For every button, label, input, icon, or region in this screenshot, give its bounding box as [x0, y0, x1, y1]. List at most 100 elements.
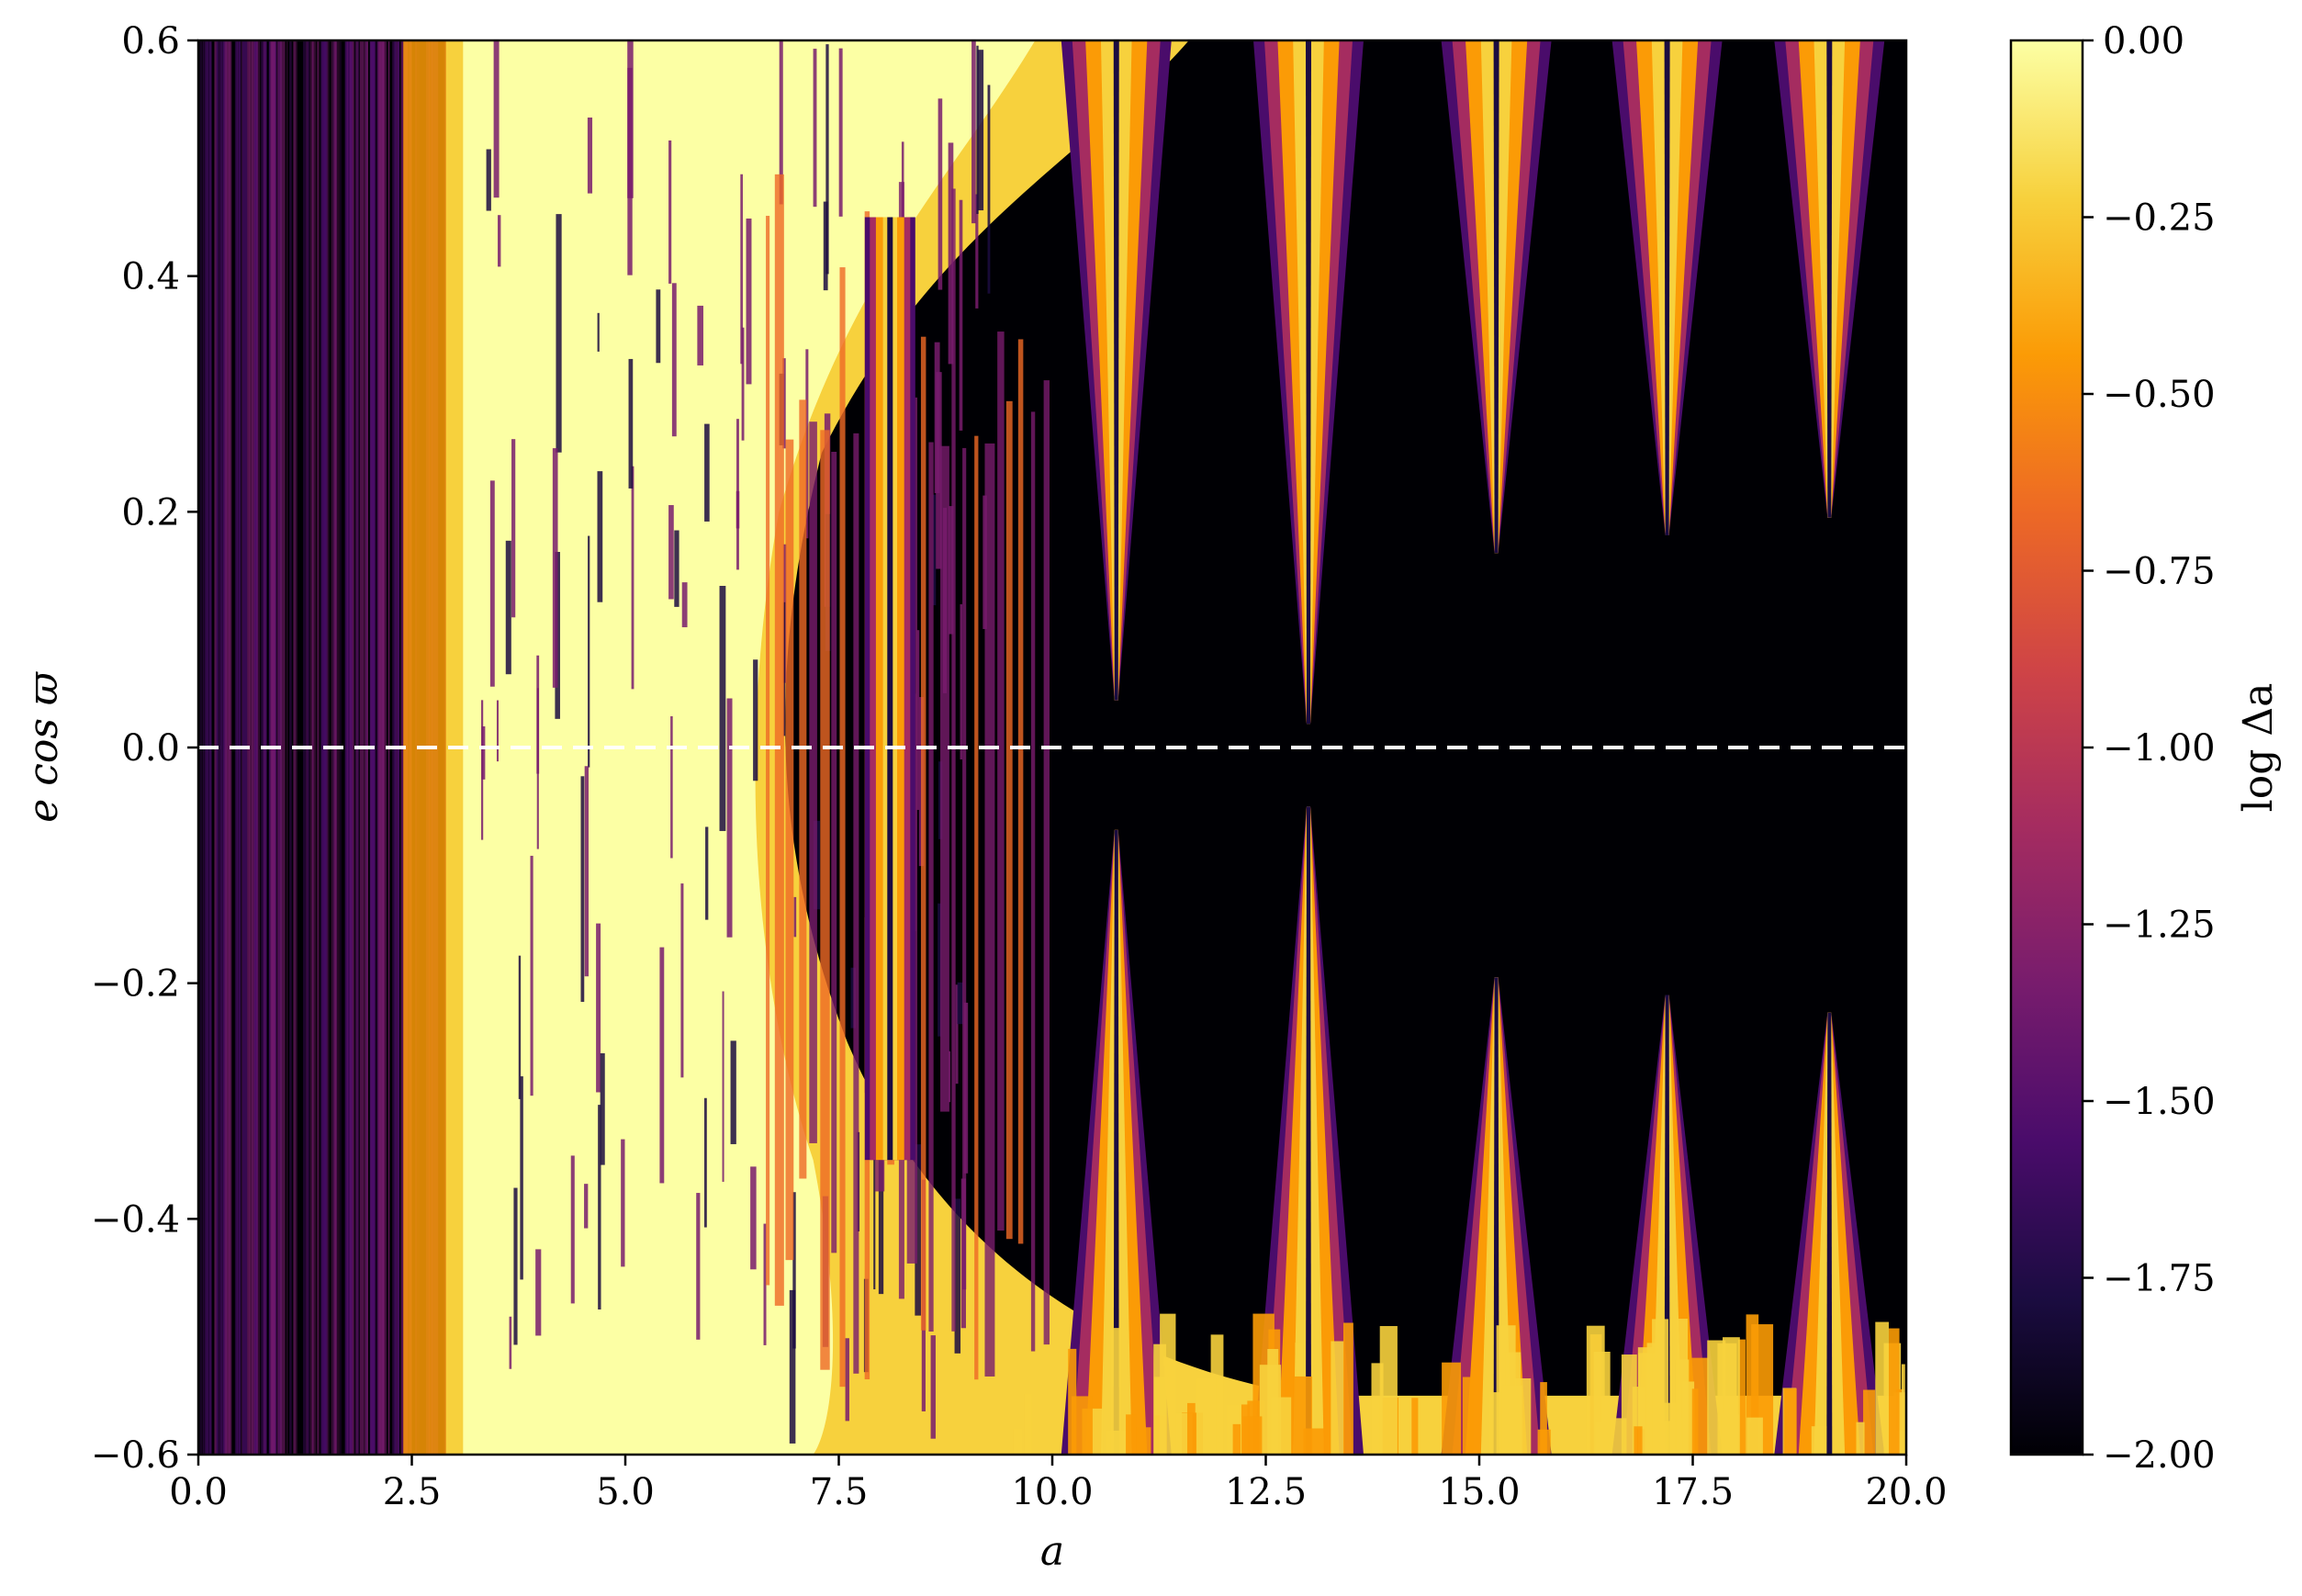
- narrow-tongue: [940, 445, 949, 1112]
- chaotic-streak: [873, 1111, 876, 1290]
- bottom-fringe: [1110, 1328, 1122, 1455]
- resonance-tongue: [1611, 40, 1723, 1455]
- chaotic-streak: [659, 947, 665, 1184]
- chaotic-streak: [976, 45, 979, 214]
- heatmap-stripe: [351, 40, 355, 1455]
- bottom-fringe: [1442, 1362, 1462, 1455]
- bottom-fringe: [1501, 1385, 1522, 1455]
- chaotic-streak: [552, 448, 558, 688]
- chaotic-streak: [825, 44, 829, 275]
- bottom-fringe: [1126, 1414, 1137, 1455]
- heatmap-stripe: [347, 40, 349, 1455]
- chaotic-streak: [736, 419, 739, 570]
- heatmap-stripe: [382, 40, 386, 1455]
- chaotic-streak: [704, 1097, 707, 1228]
- bottom-fringe: [1621, 1354, 1637, 1455]
- y-tick-label: 0.0: [121, 727, 180, 770]
- chaotic-streak: [793, 896, 797, 938]
- heatmap-stripe: [376, 40, 380, 1455]
- narrow-tongue: [766, 216, 770, 1286]
- chaotic-streak: [680, 883, 684, 1078]
- chaotic-streak: [493, 40, 500, 198]
- heatmap-plot-area: [198, 40, 1906, 1455]
- chaotic-streak: [726, 698, 733, 938]
- chaotic-streak: [628, 358, 634, 489]
- chaotic-streak: [949, 1051, 951, 1103]
- narrow-tongue: [774, 174, 784, 1306]
- bottom-fringe: [1132, 1427, 1151, 1455]
- chaotic-streak: [596, 923, 601, 1093]
- narrow-tongue: [785, 439, 794, 1261]
- x-axis-label: a: [1040, 1528, 1064, 1575]
- bottom-fringe: [1783, 1388, 1797, 1455]
- colorbar-tick-label: 0.00: [2103, 20, 2184, 62]
- bottom-fringe: [1232, 1423, 1241, 1455]
- chaotic-streak: [496, 700, 500, 762]
- chaotic-streak: [915, 1144, 922, 1316]
- chaotic-streak: [878, 1097, 884, 1295]
- chaotic-streak: [730, 1040, 736, 1144]
- chaotic-streak: [631, 466, 634, 690]
- chaotic-streak: [674, 530, 679, 607]
- heatmap-stripe: [224, 40, 230, 1455]
- bottom-fringe: [1863, 1389, 1876, 1455]
- chaotic-streak: [850, 967, 856, 1028]
- heatmap-stripe: [320, 40, 324, 1455]
- bottom-fringe: [1746, 1417, 1763, 1455]
- heatmap-stripe: [347, 40, 353, 1455]
- chaotic-streak: [598, 1105, 601, 1309]
- bottom-fringe: [1242, 1416, 1263, 1455]
- chaotic-streak: [670, 715, 673, 859]
- heatmap-stripe: [344, 40, 349, 1455]
- x-tick-label: 20.0: [1865, 1471, 1947, 1513]
- chaotic-streak: [536, 688, 539, 849]
- narrow-tongue: [951, 188, 956, 1332]
- y-tick-label: −0.6: [91, 1434, 180, 1477]
- chaotic-streak: [668, 505, 674, 600]
- bottom-fringe: [1875, 1321, 1890, 1455]
- bottom-fringe: [1285, 1319, 1294, 1455]
- chaotic-streak: [845, 1338, 849, 1422]
- bottom-fringe: [1691, 1388, 1699, 1455]
- heatmap-stripe: [220, 40, 223, 1455]
- chaotic-streak: [779, 40, 783, 205]
- chaotic-streak: [949, 506, 954, 635]
- chaotic-streak: [486, 149, 491, 211]
- bottom-fringe: [1379, 1326, 1398, 1455]
- heatmap-stripe: [313, 40, 317, 1455]
- resonance-tongue: [1253, 40, 1364, 1455]
- chaotic-streak: [520, 1076, 523, 1280]
- chaotic-streak: [838, 48, 843, 217]
- chaotic-streak: [584, 766, 590, 977]
- heatmap-stripe: [255, 40, 258, 1455]
- heatmap-stripe: [289, 40, 292, 1455]
- chaotic-streak: [938, 98, 943, 290]
- chaotic-streak: [597, 471, 603, 602]
- chaotic-streak: [600, 1052, 605, 1165]
- bottom-fringe: [1856, 1422, 1865, 1455]
- chaotic-streak: [621, 1139, 625, 1267]
- bottom-fringe: [1803, 1386, 1813, 1455]
- colorbar-tick-label: −0.25: [2103, 197, 2216, 240]
- chaotic-streak: [746, 218, 752, 385]
- chaotic-streak: [955, 984, 959, 1085]
- heatmap-stripe: [286, 40, 288, 1455]
- chaotic-streak: [959, 199, 963, 431]
- resonance-tongue: [864, 217, 915, 1161]
- bottom-fringe: [1537, 1429, 1551, 1455]
- chaotic-streak: [705, 826, 709, 920]
- heatmap-stripe: [217, 40, 221, 1455]
- chaotic-streak: [696, 1193, 701, 1340]
- y-tick-label: 0.6: [121, 20, 180, 62]
- bottom-fringe: [1652, 1319, 1668, 1455]
- heatmap-stripe: [311, 40, 313, 1455]
- heatmap-stripe: [376, 40, 382, 1455]
- chaotic-streak: [740, 174, 743, 365]
- x-tick-label: 2.5: [383, 1471, 442, 1513]
- bottom-fringe: [1411, 1398, 1419, 1455]
- chaotic-streak: [570, 1155, 575, 1304]
- narrow-tongue: [1017, 339, 1024, 1244]
- narrow-tongue: [984, 443, 995, 1377]
- heatmap-stripe: [249, 40, 253, 1455]
